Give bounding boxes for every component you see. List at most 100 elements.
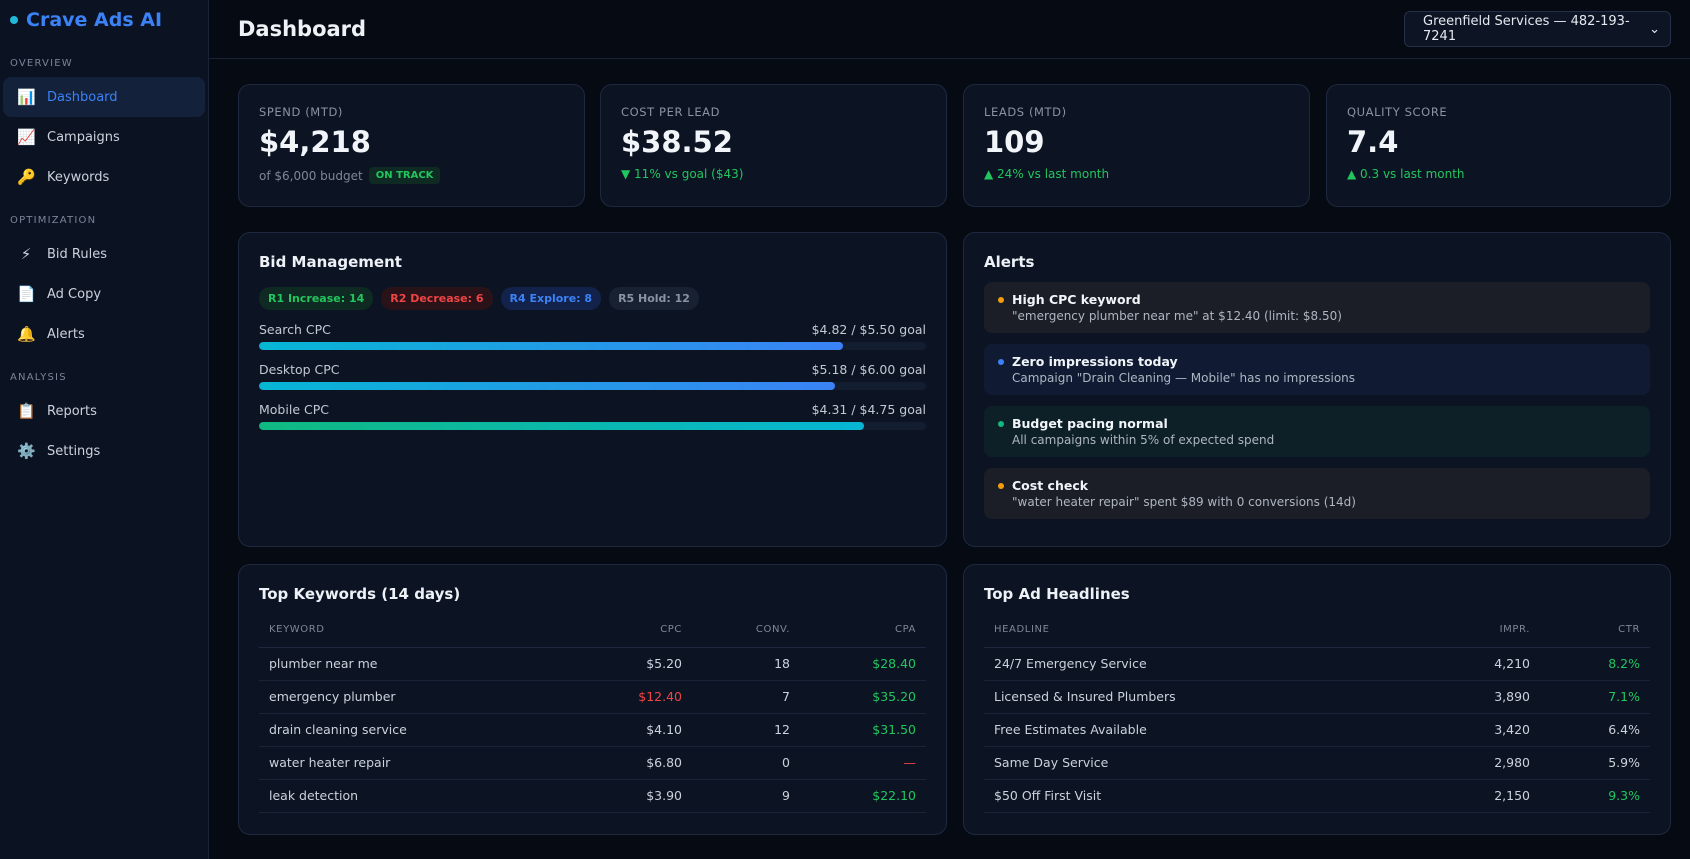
- bar-label: Mobile CPC: [259, 402, 329, 417]
- kpi-subtext: ▼ 11% vs goal ($43): [621, 167, 744, 181]
- kpi-card-cost-per-lead: COST PER LEAD $38.52 ▼ 11% vs goal ($43): [600, 84, 947, 207]
- account-select[interactable]: Greenfield Services — 482-193-7241 ⌄: [1404, 11, 1671, 47]
- progress-track: [259, 342, 926, 350]
- table-cell: $35.20: [800, 680, 926, 714]
- sidebar-item-settings[interactable]: ⚙️ Settings: [3, 431, 205, 471]
- bar-label: Desktop CPC: [259, 362, 340, 377]
- table-cell: 5.9%: [1540, 746, 1650, 780]
- ad-copy-icon: 📄: [17, 285, 36, 303]
- sidebar-item-bid-rules[interactable]: ⚡ Bid Rules: [3, 234, 205, 274]
- table-cell: $22.10: [800, 779, 926, 813]
- sidebar-item-campaigns[interactable]: 📈 Campaigns: [3, 117, 205, 157]
- alert-title: High CPC keyword: [1012, 292, 1141, 307]
- bar-value: $4.31 / $4.75 goal: [811, 402, 926, 417]
- alert-item[interactable]: Cost check "water heater repair" spent $8…: [984, 468, 1650, 519]
- status-dot-icon: [998, 483, 1004, 489]
- column-header: KEYWORD: [259, 621, 582, 648]
- table-row[interactable]: Same Day Service 2,980 5.9%: [984, 746, 1650, 780]
- sidebar-item-label: Dashboard: [47, 89, 118, 105]
- card-title: Top Ad Headlines: [984, 585, 1130, 603]
- account-select-value: Greenfield Services — 482-193-7241: [1423, 14, 1630, 44]
- sidebar-item-label: Alerts: [47, 326, 85, 342]
- alert-description: "water heater repair" spent $89 with 0 c…: [1012, 495, 1356, 509]
- table-cell: water heater repair: [259, 746, 582, 780]
- kpi-value: 109: [984, 125, 1045, 159]
- table-cell: $5.20: [582, 647, 692, 681]
- cpc-bar-mobile-cpc: Mobile CPC $4.31 / $4.75 goal: [259, 402, 926, 430]
- logo-dot-icon: [10, 16, 18, 24]
- table-cell: 0: [692, 746, 800, 780]
- table-cell: 18: [692, 647, 800, 681]
- sidebar-item-label: Campaigns: [47, 129, 120, 145]
- progress-fill: [259, 342, 844, 350]
- table-cell: —: [800, 746, 926, 780]
- table-row[interactable]: water heater repair $6.80 0—: [259, 746, 926, 780]
- alert-item[interactable]: Zero impressions today Campaign "Drain Cl…: [984, 344, 1650, 395]
- table-cell: emergency plumber: [259, 680, 582, 714]
- table-cell: Free Estimates Available: [984, 713, 1430, 747]
- cpc-bar-search-cpc: Search CPC $4.82 / $5.50 goal: [259, 322, 926, 350]
- alert-item[interactable]: Budget pacing normal All campaigns within…: [984, 406, 1650, 457]
- top-headlines-card: Top Ad Headlines HEADLINE IMPR. CTR 24/7 Em…: [963, 564, 1671, 835]
- card-title: Bid Management: [259, 253, 402, 271]
- table-row[interactable]: leak detection $3.90 9 $22.10: [259, 779, 926, 813]
- table-cell: 12: [692, 713, 800, 747]
- table-cell: 9: [692, 779, 800, 813]
- table-cell: $3.90: [582, 779, 692, 813]
- table-cell: $4.10: [582, 713, 692, 747]
- bar-label: Search CPC: [259, 322, 331, 337]
- table-row[interactable]: Licensed & Insured Plumbers 3,890 7.1%: [984, 680, 1650, 714]
- kpi-card-quality-score: QUALITY SCORE 7.4 ▲ 0.3 vs last month: [1326, 84, 1671, 207]
- column-header: CONV.: [692, 621, 800, 648]
- sidebar-item-alerts[interactable]: 🔔 Alerts: [3, 314, 205, 354]
- section-label: ANALYSIS: [10, 372, 67, 383]
- table-cell: 2,150: [1430, 779, 1540, 813]
- column-header: CPA: [800, 621, 926, 648]
- section-label: OVERVIEW: [10, 58, 73, 69]
- alert-title: Cost check: [1012, 478, 1089, 493]
- sidebar-item-ad-copy[interactable]: 📄 Ad Copy: [3, 274, 205, 314]
- table-cell: 3,420: [1430, 713, 1540, 747]
- rule-pill[interactable]: R5 Hold: 12: [609, 287, 699, 310]
- table-cell: 2,980: [1430, 746, 1540, 780]
- table-row[interactable]: emergency plumber $12.40 7 $35.20: [259, 680, 926, 714]
- bid-management-card: Bid Management R1 Increase: 14 R2 Decreas…: [238, 232, 947, 547]
- column-header: HEADLINE: [984, 621, 1430, 648]
- sidebar-item-label: Keywords: [47, 169, 110, 185]
- bid-rules-icon: ⚡: [20, 245, 32, 263]
- table-cell: 7.1%: [1540, 680, 1650, 714]
- kpi-value: 7.4: [1347, 125, 1399, 159]
- table-cell: $28.40: [800, 647, 926, 681]
- sidebar: Crave Ads AI OVERVIEW 📊 Dashboard 📈 Campaign…: [0, 0, 209, 859]
- bar-value: $5.18 / $6.00 goal: [811, 362, 926, 377]
- alerts-card: Alerts High CPC keyword "emergency plumbe…: [963, 232, 1671, 547]
- sidebar-item-dashboard[interactable]: 📊 Dashboard: [3, 77, 205, 117]
- column-header: CPC: [582, 621, 692, 648]
- settings-icon: ⚙️: [17, 442, 36, 460]
- rule-pill[interactable]: R2 Decrease: 6: [381, 287, 493, 310]
- app-name: Crave Ads AI: [26, 9, 163, 31]
- table-cell: $12.40: [582, 680, 692, 714]
- table-row[interactable]: $50 Off First Visit 2,150 9.3%: [984, 779, 1650, 813]
- sidebar-item-reports[interactable]: 📋 Reports: [3, 391, 205, 431]
- logo[interactable]: Crave Ads AI: [0, 0, 208, 40]
- table-cell: $31.50: [800, 713, 926, 747]
- table-cell: 8.2%: [1540, 647, 1650, 681]
- sidebar-item-label: Settings: [47, 443, 101, 459]
- campaigns-icon: 📈: [17, 128, 36, 146]
- kpi-value: $38.52: [621, 125, 733, 159]
- sidebar-item-label: Bid Rules: [47, 246, 107, 262]
- rule-pill[interactable]: R4 Explore: 8: [500, 287, 602, 310]
- kpi-subtext: of $6,000 budget: [259, 168, 363, 183]
- table-row[interactable]: drain cleaning service $4.10 12 $31.50: [259, 713, 926, 747]
- kpi-label: SPEND (MTD): [259, 105, 343, 119]
- sidebar-item-keywords[interactable]: 🔑 Keywords: [3, 157, 205, 197]
- rule-pill[interactable]: R1 Increase: 14: [259, 287, 374, 310]
- table-row[interactable]: Free Estimates Available 3,420 6.4%: [984, 713, 1650, 747]
- kpi-label: LEADS (MTD): [984, 105, 1067, 119]
- table-row[interactable]: 24/7 Emergency Service 4,210 8.2%: [984, 647, 1650, 681]
- table-cell: 24/7 Emergency Service: [984, 647, 1430, 681]
- table-row[interactable]: plumber near me $5.20 18 $28.40: [259, 647, 926, 681]
- alert-item[interactable]: High CPC keyword "emergency plumber near …: [984, 282, 1650, 333]
- reports-icon: 📋: [17, 402, 36, 420]
